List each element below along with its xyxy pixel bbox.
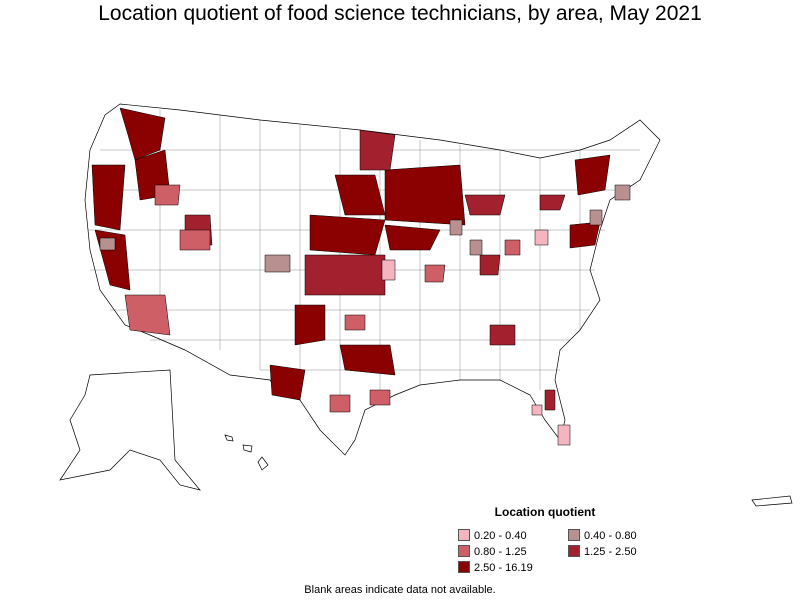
legend-item: 2.50 - 16.19 [458,561,533,575]
legend-label: 0.40 - 0.80 [584,530,637,542]
areas-lq-lowmid [99,184,631,273]
legend-label: 1.25 - 2.50 [584,546,637,558]
alaska-outline [59,369,201,491]
legend-label: 0.20 - 0.40 [474,530,527,542]
legend-item: 0.20 - 0.40 [458,529,527,543]
puerto-rico-outline [751,495,793,507]
legend-swatch [458,529,470,542]
legend-swatch [458,545,470,558]
legend-item: 1.25 - 2.50 [568,545,637,559]
legend-item: 0.80 - 1.25 [458,545,527,559]
map-background-shapes [59,103,793,507]
legend-label: 0.80 - 1.25 [474,546,527,558]
map-title: Location quotient of food science techni… [98,2,702,25]
legend-swatch [458,561,470,574]
legend-swatch [568,545,580,558]
areas-lq-mid [124,184,521,413]
areas-lq-high [184,129,566,411]
legend-title: Location quotient [494,505,596,519]
legend-swatch [568,529,580,542]
footnote: Blank areas indicate data not available. [304,584,496,596]
legend-label: 2.50 - 16.19 [474,562,533,574]
legend-item: 0.40 - 0.80 [568,529,637,543]
hawaii-outline [224,434,269,471]
areas-lq-lowest [381,229,571,446]
